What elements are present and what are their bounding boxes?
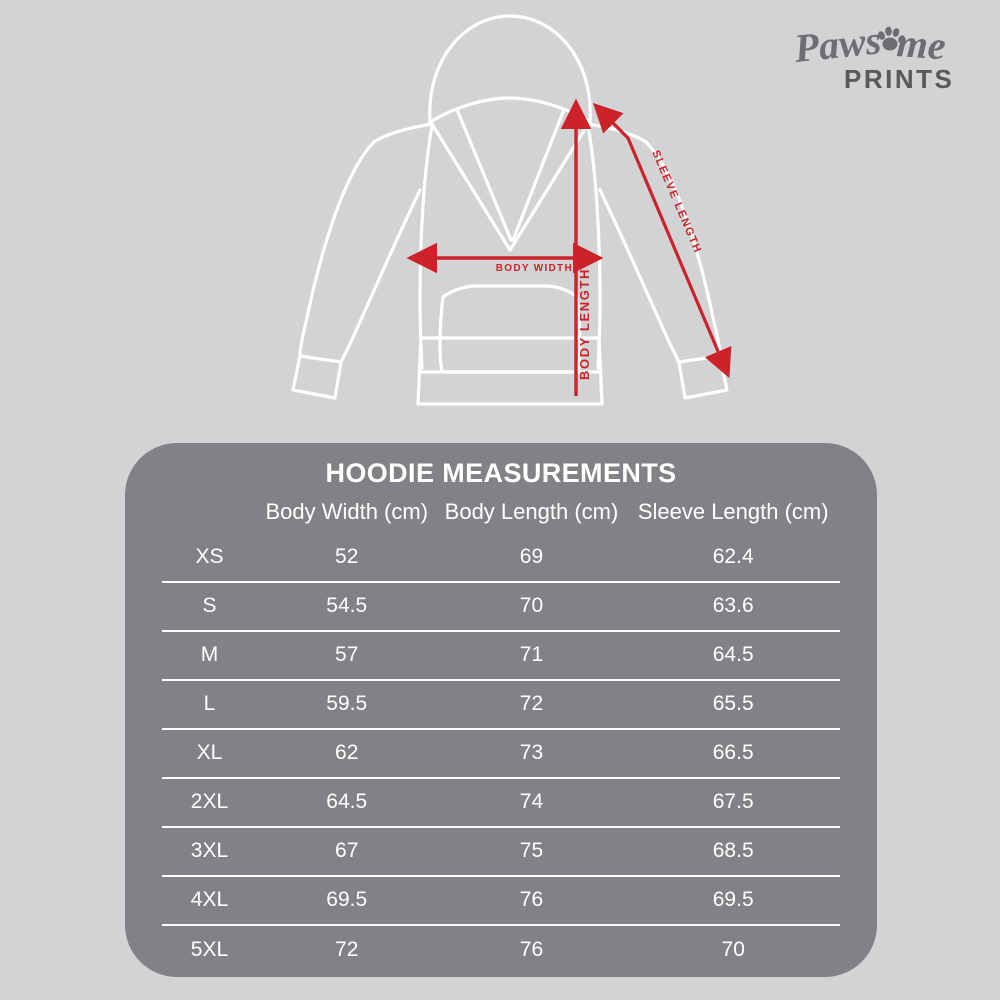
body-width-cell: 67: [256, 825, 437, 876]
annotation-sleeve-length: SLEEVE LENGTH: [593, 103, 732, 379]
column-header-body-length: Body Length (cm): [444, 498, 619, 524]
table-wrapper: Body Width (cm) Body Length (cm) Sleeve …: [125, 493, 877, 974]
body-width-cell: 62: [256, 727, 437, 778]
kangaroo-pocket: [438, 284, 582, 374]
body-length-cell: 72: [436, 678, 627, 729]
table-row: 3XL 67 75 68.5: [162, 825, 840, 876]
table-row: XS 52 69 62.4: [162, 533, 840, 582]
hood-opening: [430, 122, 590, 252]
sleeve-length-cell: 62.4: [712, 544, 754, 568]
sleeve-length-cell: 66.5: [626, 727, 840, 778]
column-header-body-width: Body Width (cm): [265, 498, 429, 524]
table-title: HOODIE MEASUREMENTS: [325, 458, 677, 488]
size-cell: 2XL: [162, 776, 257, 827]
table-row: 2XL 64.5 74 67.5: [162, 776, 840, 827]
hem-band: [416, 336, 604, 406]
body-length-cell: 71: [436, 629, 627, 680]
table-body: XS 52 69 62.4 S 54.5 70 63.6 M 57 71 64.5 L 59.5 72 65.…: [162, 533, 840, 974]
body-length-cell: 75: [436, 825, 627, 876]
sleeve-length-arrow: [593, 103, 732, 379]
size-cell: L: [162, 678, 257, 729]
body-length-cell: 73: [436, 727, 627, 778]
body-length-cell: 74: [436, 776, 627, 827]
annotation-body-length: BODY LENGTH: [560, 98, 592, 396]
body-length-cell: 69: [519, 544, 544, 568]
logo-me-text: me: [895, 20, 947, 68]
cuff-right: [677, 354, 729, 400]
body-width-cell: 57: [256, 629, 437, 680]
body-length-cell: 76: [436, 874, 627, 925]
table-row: S 54.5 70 63.6: [162, 580, 840, 631]
shoulder-left: [372, 122, 434, 144]
hood-inner-right: [511, 110, 565, 242]
size-cell: XS: [195, 544, 224, 568]
hood-inner-left: [456, 110, 513, 242]
sleeve-length-cell: 67.5: [626, 776, 840, 827]
sleeve-length-cell: 69.5: [626, 874, 840, 925]
sleeve-length-label: SLEEVE LENGTH: [649, 148, 703, 255]
body-width-cell: 64.5: [256, 776, 437, 827]
body-width-cell: 72: [256, 923, 437, 974]
sleeve-length-cell: 68.5: [626, 825, 840, 876]
table-row: XL 62 73 66.5: [162, 727, 840, 778]
body-width-cell: 52: [335, 544, 359, 568]
hood-outer: [428, 14, 592, 124]
sleeve-length-cell: 63.6: [626, 580, 840, 631]
body-width-cell: 54.5: [256, 580, 437, 631]
logo-wordmark: Paws me PRINTS: [790, 16, 954, 95]
cuff-left: [291, 354, 343, 400]
hood-brim: [428, 96, 592, 124]
brand-logo: Paws me PRINTS: [788, 16, 978, 98]
size-cell: 5XL: [162, 923, 257, 974]
measurements-panel: HOODIE MEASUREMENTS Body Width (cm) Body…: [125, 443, 877, 977]
table-row: 4XL 69.5 76 69.5: [162, 874, 840, 925]
table-head: Body Width (cm) Body Length (cm) Sleeve …: [162, 493, 840, 533]
paw-print-icon: [878, 26, 905, 51]
logo-paws-text: Paws: [791, 18, 883, 71]
body-left-seam: [418, 124, 434, 370]
table-row: 5XL 72 76 70: [162, 923, 840, 974]
brand-logo-svg: Paws me PRINTS: [790, 16, 954, 95]
hoodie-diagram: BODY WIDTH BODY LENGTH SLEEVE LENGTH: [280, 0, 740, 430]
size-cell: 3XL: [162, 825, 257, 876]
sleeve-left-outer: [298, 140, 376, 358]
column-header-sleeve-length: Sleeve Length (cm): [637, 498, 829, 524]
hoodie-illustration-svg: BODY WIDTH BODY LENGTH SLEEVE LENGTH: [291, 14, 732, 406]
size-cell: 4XL: [162, 874, 257, 925]
body-width-label: BODY WIDTH: [496, 263, 573, 274]
table-row: L 59.5 72 65.5: [162, 678, 840, 729]
size-cell: XL: [162, 727, 257, 778]
size-cell: M: [162, 629, 257, 680]
body-length-cell: 76: [436, 923, 627, 974]
table-row: M 57 71 64.5: [162, 629, 840, 680]
column-header-size: [162, 493, 257, 533]
sleeve-length-cell: 64.5: [626, 629, 840, 680]
hoodie-outline: [291, 14, 729, 406]
body-length-label: BODY LENGTH: [577, 268, 592, 380]
table-header-row: Body Width (cm) Body Length (cm) Sleeve …: [162, 493, 840, 533]
body-width-cell: 69.5: [256, 874, 437, 925]
body-length-cell: 70: [436, 580, 627, 631]
size-chart-table: Body Width (cm) Body Length (cm) Sleeve …: [162, 493, 840, 974]
sleeve-right-outer: [644, 140, 722, 358]
sleeve-left-inner: [339, 188, 422, 364]
sleeve-length-cell: 65.5: [626, 678, 840, 729]
sleeve-length-cell: 70: [626, 923, 840, 974]
body-width-cell: 59.5: [256, 678, 437, 729]
size-cell: S: [162, 580, 257, 631]
logo-prints-text: PRINTS: [844, 64, 954, 94]
annotation-body-width: BODY WIDTH: [406, 242, 604, 274]
sleeve-right-inner: [598, 188, 681, 364]
